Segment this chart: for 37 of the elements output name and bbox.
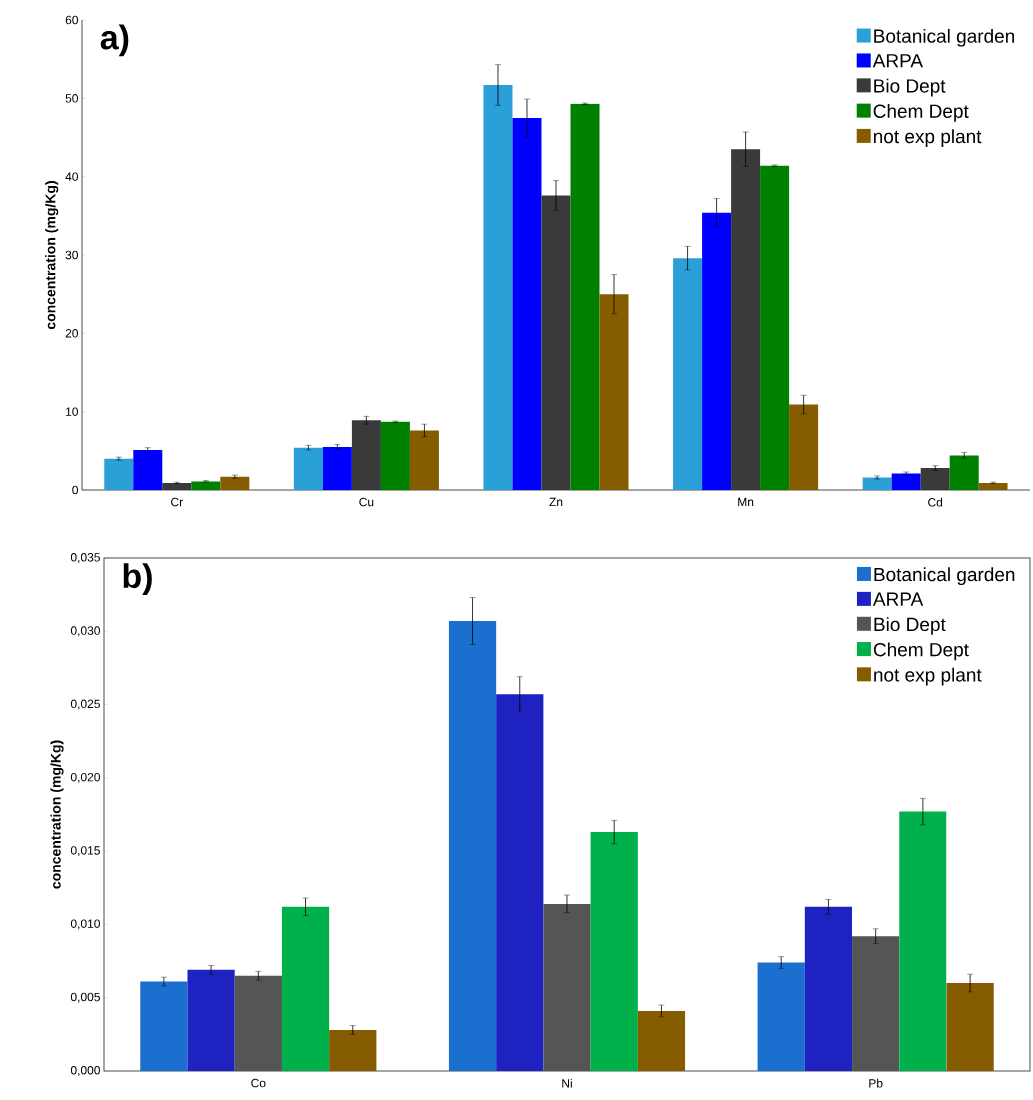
y-axis-title: concentration (mg/Kg)	[45, 181, 59, 330]
x-tick-label: Cu	[359, 497, 374, 507]
y-tick-label: 0,035	[70, 553, 100, 563]
y-tick-label: 0,005	[70, 992, 100, 1003]
y-tick-label: 0,000	[70, 1066, 100, 1076]
x-tick-label: Cr	[171, 497, 183, 507]
legend-label: ARPA	[872, 592, 924, 606]
y-tick-label: 60	[65, 15, 78, 25]
legend-label: Bio Dept	[874, 617, 946, 635]
y-tick-label: 20	[65, 329, 78, 338]
legend-label: Chem Dept	[873, 642, 969, 661]
y-tick-label: 0,030	[70, 626, 100, 637]
legend-label: Botanical garden	[874, 567, 1015, 586]
x-tick-label: Mn	[738, 497, 754, 507]
y-tick-label: 0,015	[70, 846, 100, 857]
legend-label: Bio Dept	[874, 78, 946, 97]
y-axis-title: concentration (mg/Kg)	[50, 740, 64, 889]
legend-label: Botanical garden	[874, 28, 1015, 47]
y-tick-label: 10	[66, 407, 78, 416]
x-tick-label: Pb	[869, 1078, 883, 1088]
legend-label: not exp plant	[874, 667, 982, 686]
x-tick-label: Ni	[562, 1078, 572, 1088]
y-tick-label: 40	[65, 172, 78, 181]
y-tick-label: 0,020	[70, 772, 100, 783]
y-tick-label: 0,010	[70, 919, 100, 930]
legend-label: ARPA	[872, 54, 923, 68]
y-tick-label: 0	[72, 485, 78, 495]
chart-title: a)	[100, 24, 129, 57]
chart-title: b)	[123, 563, 152, 595]
y-tick-label: 30	[65, 250, 78, 260]
y-tick-label: 50	[65, 94, 78, 103]
legend-label: Chem Dept	[873, 104, 969, 122]
x-tick-label: Zn	[549, 497, 563, 507]
x-tick-label: Co	[251, 1078, 266, 1088]
y-tick-label: 0,025	[70, 699, 100, 710]
legend-label: not exp plant	[873, 129, 982, 147]
x-tick-label: Cd	[928, 497, 943, 507]
